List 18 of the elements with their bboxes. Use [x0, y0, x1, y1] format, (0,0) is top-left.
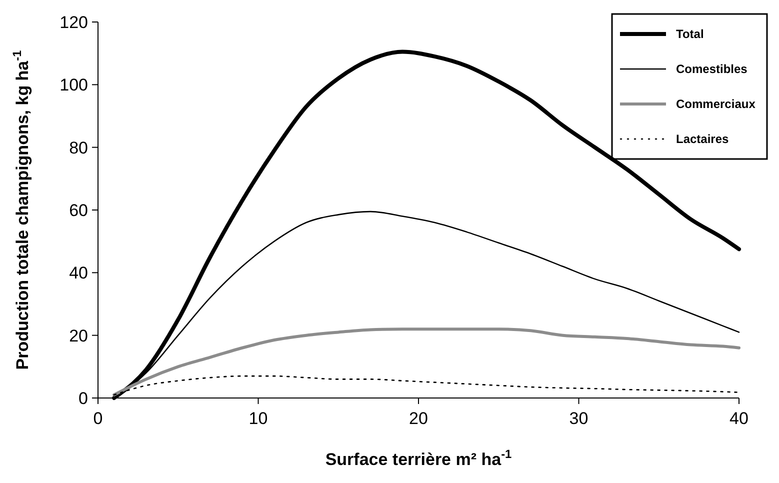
y-tick-label: 20	[69, 326, 88, 346]
y-tick-label: 0	[78, 388, 88, 408]
legend-label: Comestibles	[676, 62, 748, 76]
y-tick-label: 120	[60, 12, 88, 32]
legend-label: Commerciaux	[676, 97, 756, 112]
x-tick-label: 40	[730, 409, 748, 428]
legend-label: Total	[676, 27, 704, 42]
y-tick-label: 100	[60, 76, 88, 95]
x-tick-label: 0	[93, 409, 103, 428]
x-tick-label: 10	[248, 409, 268, 428]
y-tick-label: 40	[69, 264, 88, 283]
y-tick-label: 80	[69, 138, 88, 158]
x-axis-title: Surface terrière m² ha$^{-1}$	[325, 447, 512, 469]
line-series	[112, 328, 740, 396]
y-tick-label: 60	[69, 200, 88, 220]
x-tick-label: 30	[569, 409, 588, 428]
legend-label: Lactaires	[676, 132, 730, 146]
x-tick-label: 20	[409, 409, 428, 428]
